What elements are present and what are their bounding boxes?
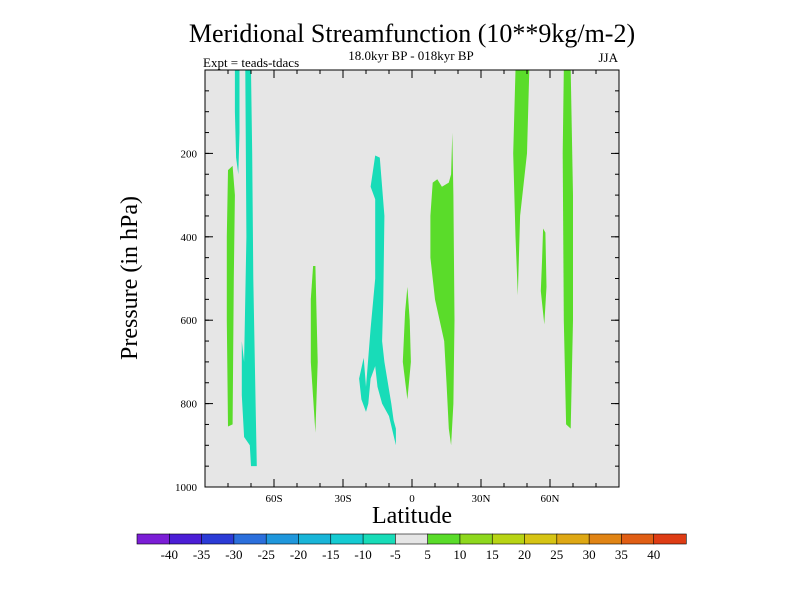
season-label: JJA [598,50,618,65]
colorbar-swatch [201,533,235,545]
colorbar-label: 40 [647,547,660,562]
x-tick-label: 60S [265,493,282,505]
colorbar-swatch [491,533,526,545]
pos-region-g [562,70,573,429]
pos-region-f [540,228,547,325]
pos-region-a [226,165,235,427]
colorbar-swatch [233,533,267,545]
colorbar-label: -10 [354,547,371,562]
neg-region-b [241,70,257,467]
colorbar-label: 10 [453,547,466,562]
x-tick-label: 30N [472,493,491,505]
colorbar-swatch [653,533,687,545]
y-tick-label: 200 [181,148,198,160]
colorbar-label: -5 [390,547,401,562]
x-axis-title: Latitude [372,503,452,529]
colorbar-swatch [556,533,590,545]
colorbar-swatch [265,533,300,545]
colorbar-swatch [459,533,493,545]
colorbar-label: 15 [486,547,499,562]
x-tick-label: 0 [409,493,415,505]
colorbar-label: -15 [322,547,339,562]
contour-regions [226,70,573,467]
pos-region-b [310,266,318,433]
colorbar-label: 25 [550,547,563,562]
colorbar: -40 -35 -30 -25 -20 -15 -10 -5 5 10 15 20 25 30 35 40 [136,533,687,562]
colorbar-label: -20 [290,547,307,562]
experiment-label: Expt = teads-tdacs [203,55,299,70]
colorbar-label: -40 [161,547,178,562]
chart-subtitle: 18.0kyr BP - 018kyr BP [348,48,474,63]
colorbar-label: 5 [424,547,431,562]
pos-region-e [513,70,530,296]
colorbar-swatch [524,533,558,545]
plot-area-background [205,70,619,487]
x-tick-label: 30S [334,493,351,505]
colorbar-swatch [330,533,364,545]
colorbar-label: -30 [225,547,242,562]
colorbar-swatch [621,533,655,545]
x-tick-label: 60N [541,493,560,505]
neg-region-a [234,70,240,175]
pos-region-d [430,132,455,446]
y-tick-label: 1000 [175,482,198,494]
colorbar-swatch [427,533,461,545]
chart-title: Meridional Streamfunction (10**9kg/m-2) [189,19,635,48]
colorbar-label: -35 [193,547,210,562]
y-axis-title: Pressure (in hPa) [117,196,143,360]
y-tick-label: 400 [181,232,198,244]
colorbar-swatch [298,533,332,545]
y-tick-label: 800 [181,399,198,411]
pos-region-c [402,286,411,400]
colorbar-swatch [588,533,623,545]
y-tick-label: 600 [181,315,198,327]
colorbar-swatch [362,533,396,545]
colorbar-label: 20 [518,547,531,562]
colorbar-swatch [136,533,170,545]
colorbar-label: -25 [258,547,275,562]
colorbar-label: 35 [615,547,628,562]
neg-region-c [359,155,396,446]
colorbar-swatch [168,533,203,545]
axis-ticks: 60S 30S 0 30N 60N 200 400 600 800 1000 [175,70,619,505]
colorbar-swatch [395,533,429,545]
colorbar-label: 30 [583,547,596,562]
